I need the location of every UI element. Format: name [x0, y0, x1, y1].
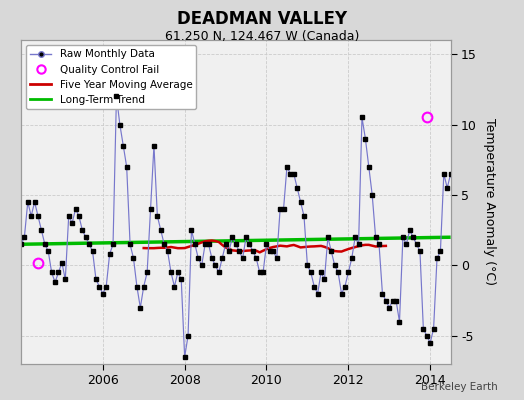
Text: Berkeley Earth: Berkeley Earth [421, 382, 498, 392]
Text: DEADMAN VALLEY: DEADMAN VALLEY [177, 10, 347, 28]
Y-axis label: Temperature Anomaly (°C): Temperature Anomaly (°C) [483, 118, 496, 286]
Legend: Raw Monthly Data, Quality Control Fail, Five Year Moving Average, Long-Term Tren: Raw Monthly Data, Quality Control Fail, … [26, 45, 196, 109]
Text: 61.250 N, 124.467 W (Canada): 61.250 N, 124.467 W (Canada) [165, 30, 359, 43]
